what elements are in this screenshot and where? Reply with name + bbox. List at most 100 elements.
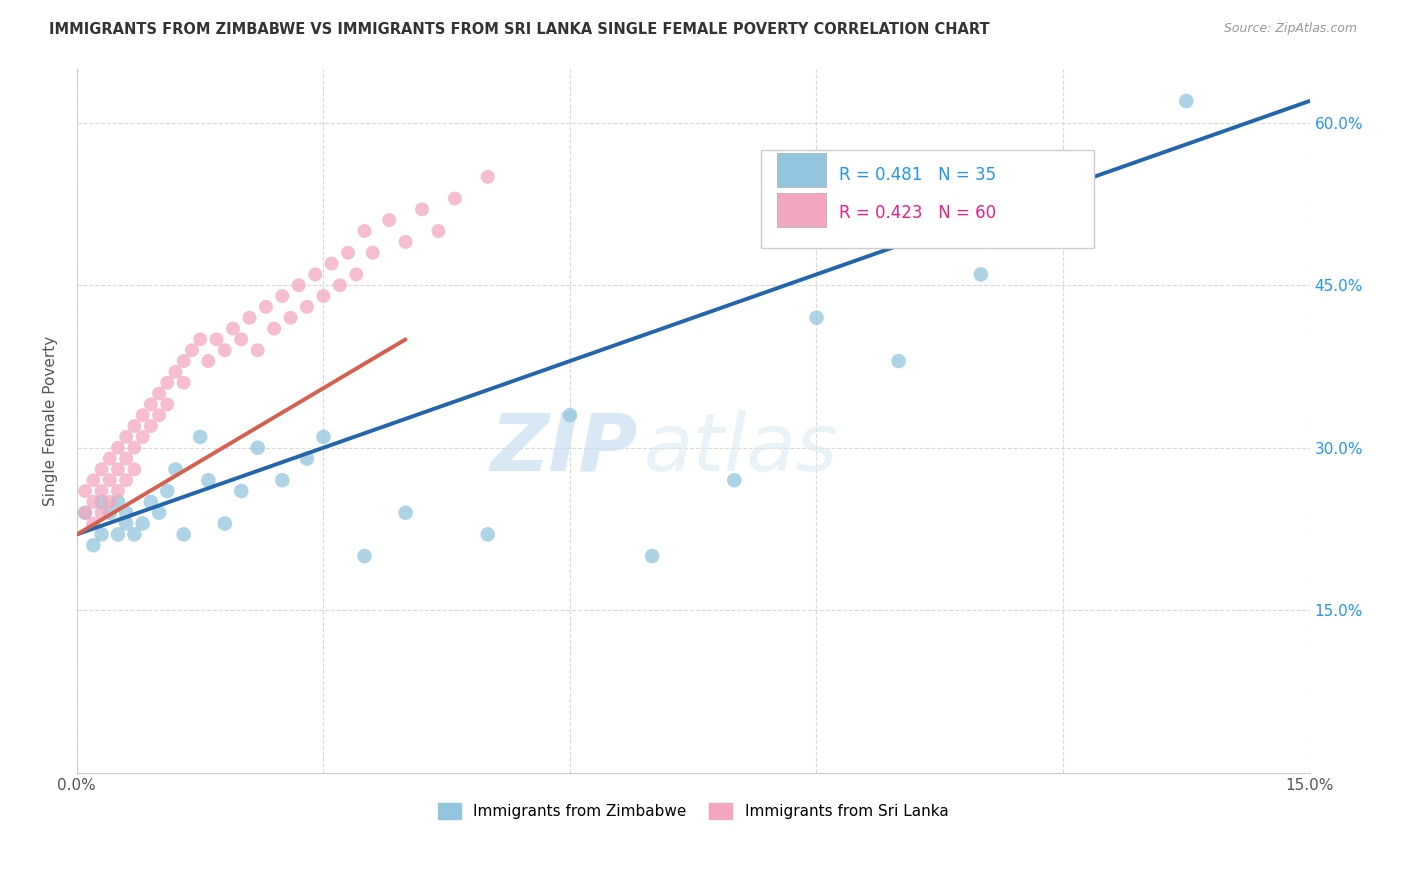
Text: IMMIGRANTS FROM ZIMBABWE VS IMMIGRANTS FROM SRI LANKA SINGLE FEMALE POVERTY CORR: IMMIGRANTS FROM ZIMBABWE VS IMMIGRANTS F…: [49, 22, 990, 37]
Point: [263, 321, 285, 335]
Point: [180, 343, 202, 358]
Point: [214, 516, 236, 531]
Point: [98, 506, 121, 520]
Text: R = 0.423   N = 60: R = 0.423 N = 60: [838, 203, 995, 222]
Text: ZIP: ZIP: [491, 409, 638, 488]
Point: [231, 332, 253, 346]
Point: [124, 527, 146, 541]
Point: [304, 268, 326, 282]
Point: [82, 516, 104, 531]
Point: [173, 354, 195, 368]
Point: [165, 365, 187, 379]
Point: [148, 386, 170, 401]
Point: [75, 484, 97, 499]
Point: [98, 495, 121, 509]
Point: [222, 321, 245, 335]
Point: [271, 289, 294, 303]
Point: [115, 473, 138, 487]
Point: [156, 376, 179, 390]
Point: [411, 202, 433, 217]
Point: [231, 484, 253, 499]
Point: [353, 549, 375, 563]
Point: [124, 462, 146, 476]
Text: Source: ZipAtlas.com: Source: ZipAtlas.com: [1223, 22, 1357, 36]
Point: [156, 397, 179, 411]
Point: [197, 354, 219, 368]
Point: [131, 430, 153, 444]
Point: [148, 408, 170, 422]
Point: [131, 408, 153, 422]
Text: atlas: atlas: [644, 409, 838, 488]
Bar: [778, 194, 827, 227]
Point: [107, 527, 129, 541]
Point: [246, 343, 269, 358]
Point: [107, 441, 129, 455]
Point: [90, 527, 112, 541]
Point: [344, 268, 367, 282]
Point: [427, 224, 450, 238]
Point: [90, 462, 112, 476]
Point: [205, 332, 228, 346]
Point: [115, 430, 138, 444]
Point: [115, 516, 138, 531]
Point: [214, 343, 236, 358]
Point: [394, 506, 416, 520]
FancyBboxPatch shape: [761, 150, 1094, 248]
Point: [970, 268, 993, 282]
Point: [131, 516, 153, 531]
Point: [378, 213, 401, 227]
Point: [124, 441, 146, 455]
Point: [337, 245, 360, 260]
Point: [107, 462, 129, 476]
Point: [271, 473, 294, 487]
Point: [139, 397, 162, 411]
Point: [82, 538, 104, 552]
Point: [98, 473, 121, 487]
Point: [139, 419, 162, 434]
Point: [75, 506, 97, 520]
Point: [115, 506, 138, 520]
Point: [444, 192, 467, 206]
Point: [295, 451, 318, 466]
Point: [280, 310, 302, 325]
Point: [115, 451, 138, 466]
Text: R = 0.481   N = 35: R = 0.481 N = 35: [838, 166, 995, 184]
Point: [82, 473, 104, 487]
Point: [173, 376, 195, 390]
Point: [321, 256, 343, 270]
Point: [156, 484, 179, 499]
Point: [254, 300, 277, 314]
Point: [75, 506, 97, 520]
Point: [139, 495, 162, 509]
Point: [1175, 94, 1198, 108]
Point: [98, 451, 121, 466]
Y-axis label: Single Female Poverty: Single Female Poverty: [44, 335, 58, 506]
Point: [287, 278, 309, 293]
Point: [90, 495, 112, 509]
Point: [90, 506, 112, 520]
Point: [90, 484, 112, 499]
Point: [1052, 224, 1074, 238]
Point: [107, 495, 129, 509]
Point: [558, 408, 581, 422]
Point: [148, 506, 170, 520]
Point: [238, 310, 260, 325]
Point: [124, 419, 146, 434]
Point: [107, 484, 129, 499]
Point: [329, 278, 352, 293]
Point: [82, 495, 104, 509]
Point: [173, 527, 195, 541]
Point: [361, 245, 384, 260]
Point: [295, 300, 318, 314]
Point: [188, 430, 211, 444]
Legend: Immigrants from Zimbabwe, Immigrants from Sri Lanka: Immigrants from Zimbabwe, Immigrants fro…: [432, 797, 955, 825]
Point: [188, 332, 211, 346]
Point: [165, 462, 187, 476]
Point: [723, 473, 745, 487]
Point: [353, 224, 375, 238]
Bar: [778, 153, 827, 186]
Point: [312, 430, 335, 444]
Point: [477, 169, 499, 184]
Point: [394, 235, 416, 249]
Point: [246, 441, 269, 455]
